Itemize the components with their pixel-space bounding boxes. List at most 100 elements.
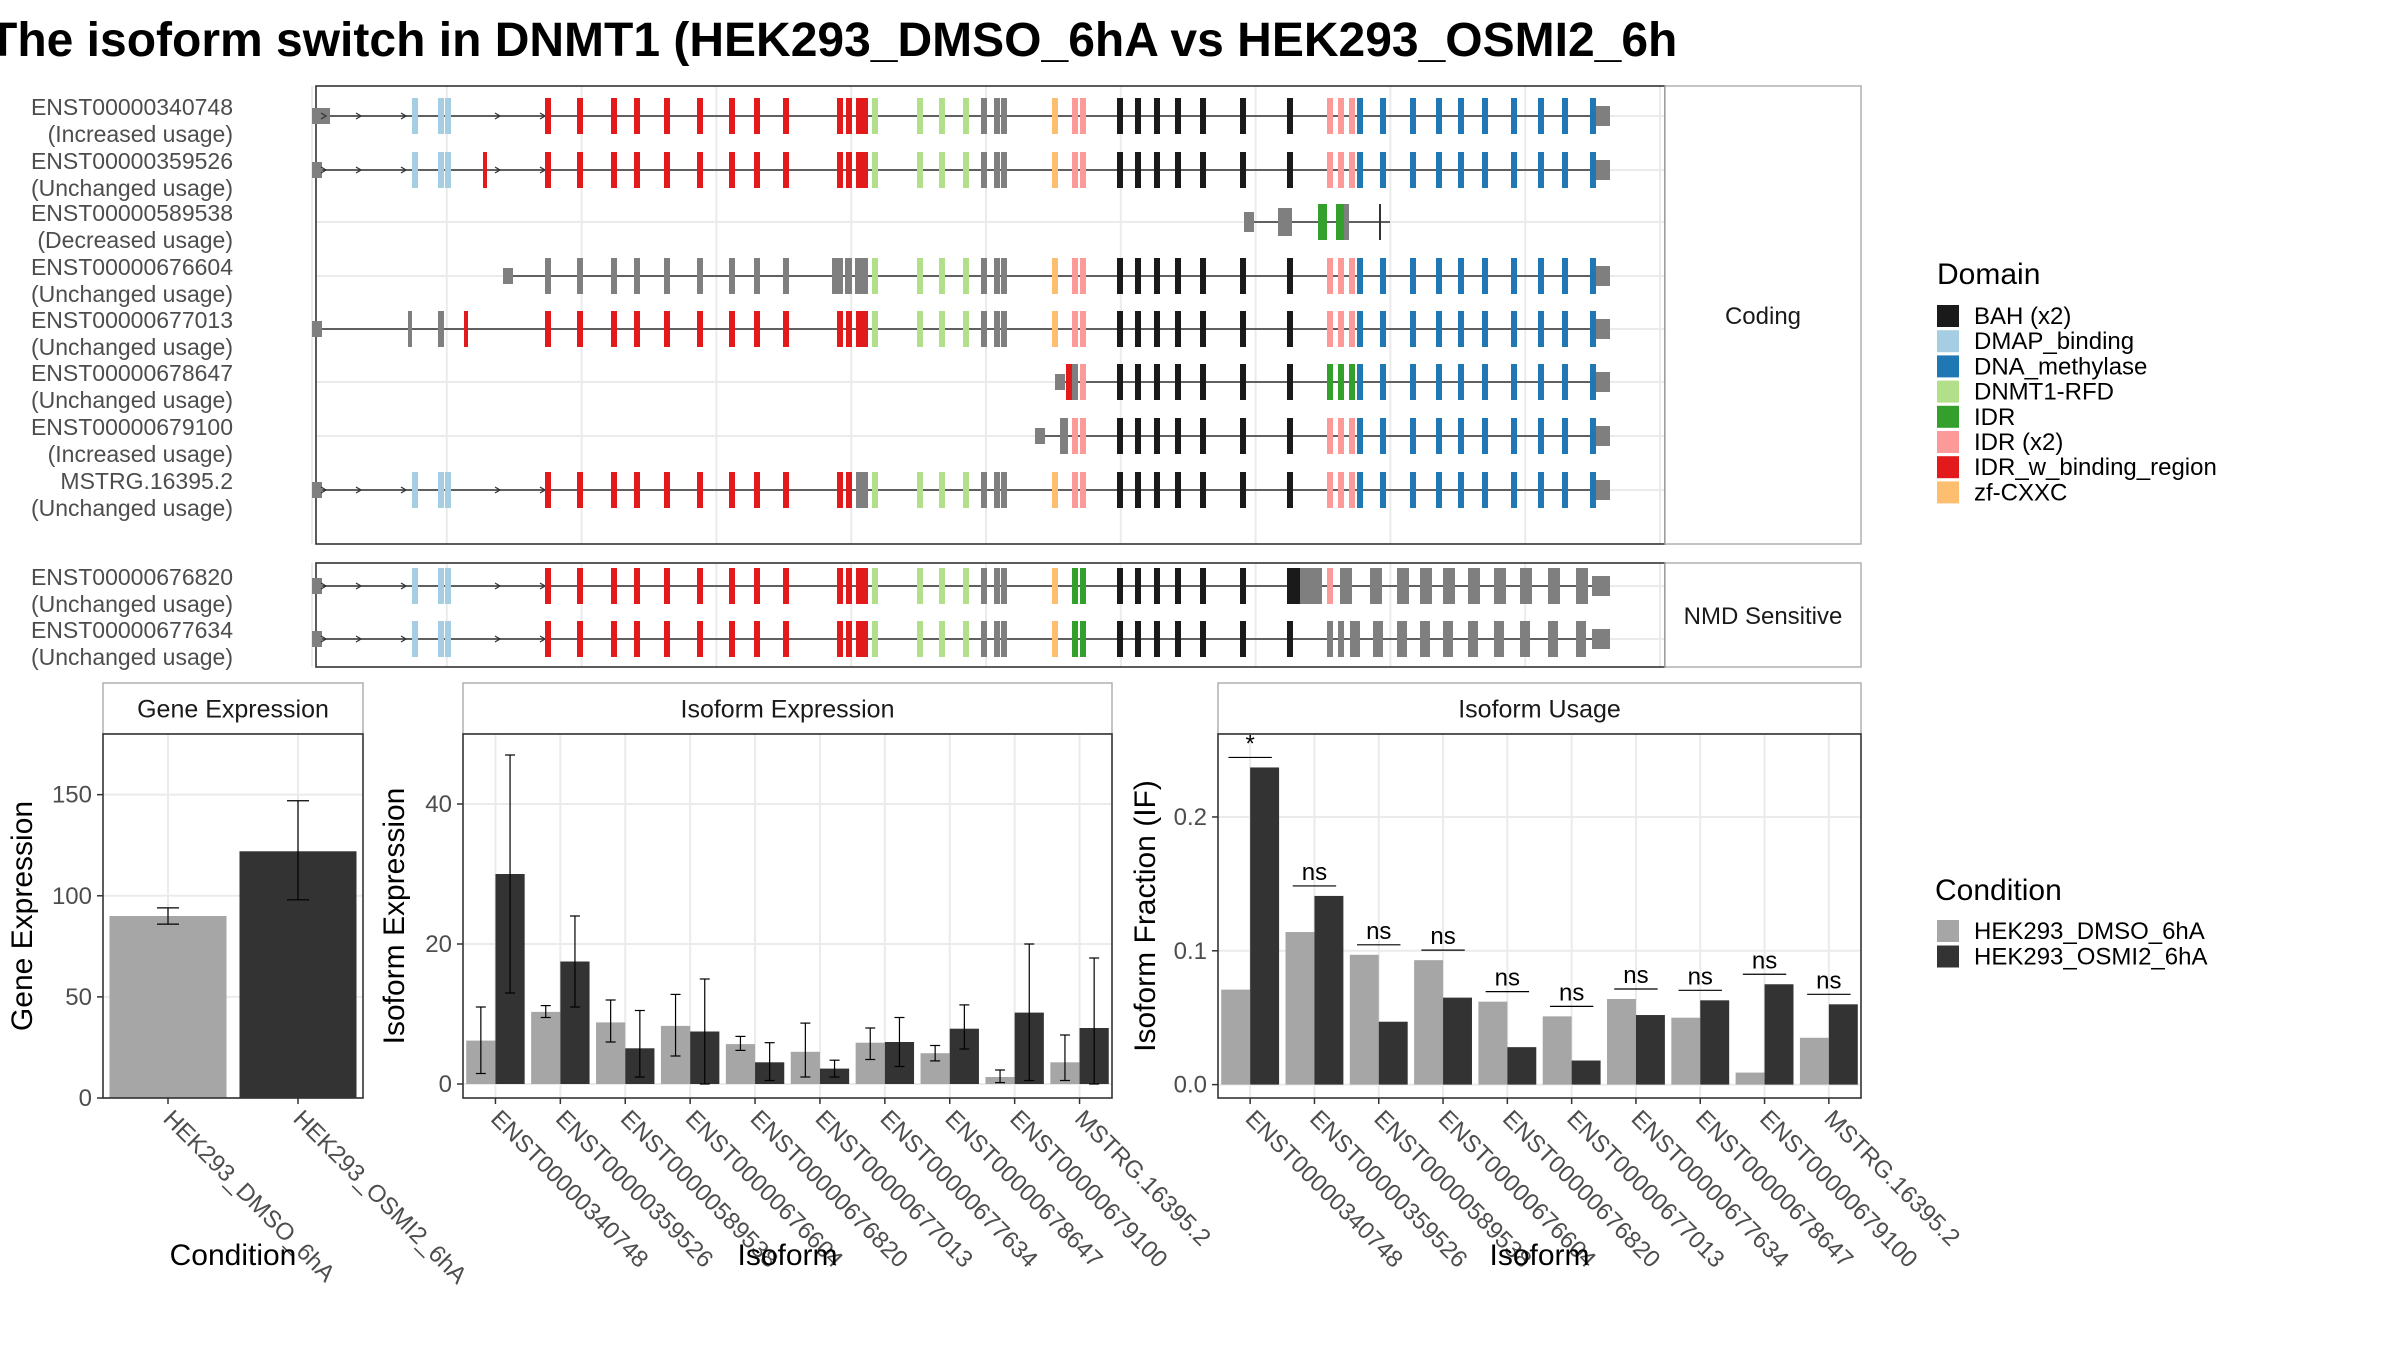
exon-dna-methylase (1590, 258, 1596, 294)
exon-zf-cxxc (1052, 152, 1058, 188)
exon-bah-x2- (1135, 311, 1141, 347)
exon-dna-methylase (1458, 472, 1464, 508)
exon-noncoding (1350, 621, 1360, 657)
exon-dna-methylase (1511, 152, 1517, 188)
exon-dna-methylase (1458, 418, 1464, 454)
exon-idr-w-binding-region (697, 472, 703, 508)
exon-noncoding (994, 258, 1000, 294)
exon-idr-w-binding-region (611, 311, 617, 347)
isoform-expression-chart: Isoform Expression02040ENST00000340748EN… (378, 683, 1216, 1273)
exon-dnmt1-rfd (872, 621, 878, 657)
exon-noncoding (664, 258, 670, 294)
facet-coding: CodingENST00000340748(Increased usage)EN… (31, 86, 1861, 544)
bar (1314, 896, 1343, 1085)
exon-noncoding (994, 152, 1000, 188)
exon-idr-x2- (1349, 418, 1355, 454)
exon-dna-methylase (1357, 152, 1363, 188)
exon-idr-w-binding-region (611, 152, 617, 188)
exon-idr-w-binding-region (783, 98, 789, 134)
exon-idr-w-binding-region (664, 311, 670, 347)
exon-noncoding (1420, 568, 1432, 604)
exon-idr (1336, 204, 1344, 240)
exon-idr-w-binding-region (729, 472, 735, 508)
exon-dna-methylase (1436, 152, 1442, 188)
exon-dnmt1-rfd (917, 258, 923, 294)
exon-noncoding (1327, 621, 1333, 657)
exon-bah-x2- (1240, 152, 1246, 188)
significance-label: ns (1559, 979, 1584, 1006)
exon-dnmt1-rfd (917, 152, 923, 188)
exon-idr-w-binding-region (846, 621, 852, 657)
exon-noncoding (1494, 621, 1504, 657)
exon-idr-w-binding-region (754, 98, 760, 134)
isoform-id-label: MSTRG.16395.2 (60, 468, 233, 494)
exon-bah-x2- (1175, 311, 1181, 347)
exon-noncoding (1001, 472, 1007, 508)
exon-zf-cxxc (1052, 98, 1058, 134)
exon-noncoding (1001, 152, 1007, 188)
exon-idr-w-binding-region (846, 472, 852, 508)
exon-idr-w-binding-region (634, 472, 640, 508)
exon-dnmt1-rfd (917, 311, 923, 347)
exon-noncoding (981, 258, 987, 294)
exon-bah-x2- (1240, 568, 1246, 604)
exon-noncoding (994, 98, 1000, 134)
exon-idr-w-binding-region (545, 621, 551, 657)
exon-idr-w-binding-region (862, 98, 868, 134)
chart-title: Isoform Usage (1458, 696, 1621, 724)
bar (1250, 767, 1279, 1084)
exon-idr-w-binding-region (783, 311, 789, 347)
bar (110, 916, 227, 1098)
exon-idr-w-binding-region (611, 472, 617, 508)
exon-idr-w-binding-region (837, 152, 843, 188)
exon-noncoding (438, 311, 444, 347)
exon-dnmt1-rfd (872, 568, 878, 604)
exon-dnmt1-rfd (963, 258, 969, 294)
chart-title: Gene Expression (137, 696, 329, 724)
exon-idr-x2- (1327, 98, 1333, 134)
exon-idr-w-binding-region (754, 568, 760, 604)
exon-idr-w-binding-region (837, 311, 843, 347)
exon-noncoding (634, 258, 640, 294)
exon-noncoding (1001, 258, 1007, 294)
exon-idr-w-binding-region (729, 152, 735, 188)
legend-swatch (1937, 355, 1959, 377)
legend-label: DMAP_binding (1974, 328, 2134, 355)
exon-dna-methylase (1590, 152, 1596, 188)
exon-dna-methylase (1380, 98, 1386, 134)
exon-noncoding (1494, 568, 1506, 604)
exon-noncoding (1548, 568, 1560, 604)
exon-dna-methylase (1436, 364, 1442, 400)
exon-noncoding (1300, 568, 1322, 604)
exon-bah-x2- (1200, 311, 1206, 347)
exon-idr-w-binding-region (862, 152, 868, 188)
exon-idr-w-binding-region (837, 568, 843, 604)
significance-label: ns (1366, 918, 1391, 945)
exon-bah-x2- (1117, 311, 1123, 347)
exon-idr-w-binding-region (611, 621, 617, 657)
exon-idr-x2- (1327, 568, 1333, 604)
exon-dna-methylase (1436, 258, 1442, 294)
exon-dna-methylase (1410, 311, 1416, 347)
exon-noncoding (981, 472, 987, 508)
exon-idr-w-binding-region (664, 152, 670, 188)
exon-dna-methylase (1410, 364, 1416, 400)
exon-noncoding (862, 472, 868, 508)
exon-idr-w-binding-region (754, 621, 760, 657)
exon-idr-w-binding-region (634, 98, 640, 134)
exon-idr-x2- (1080, 98, 1086, 134)
exon-dnmt1-rfd (963, 98, 969, 134)
exon-dna-methylase (1410, 472, 1416, 508)
exon-bah-x2- (1240, 98, 1246, 134)
exon-idr-x2- (1080, 472, 1086, 508)
exon-noncoding (545, 258, 551, 294)
exon-bah-x2- (1117, 258, 1123, 294)
exon-dna-methylase (1538, 98, 1544, 134)
exon-idr (1318, 204, 1327, 240)
exon-noncoding (862, 258, 868, 294)
exon-dna-methylase (1562, 258, 1568, 294)
exon-noncoding (611, 258, 617, 294)
exon-idr-x2- (1327, 311, 1333, 347)
exon-dnmt1-rfd (939, 568, 945, 604)
exon-idr-x2- (1338, 258, 1344, 294)
